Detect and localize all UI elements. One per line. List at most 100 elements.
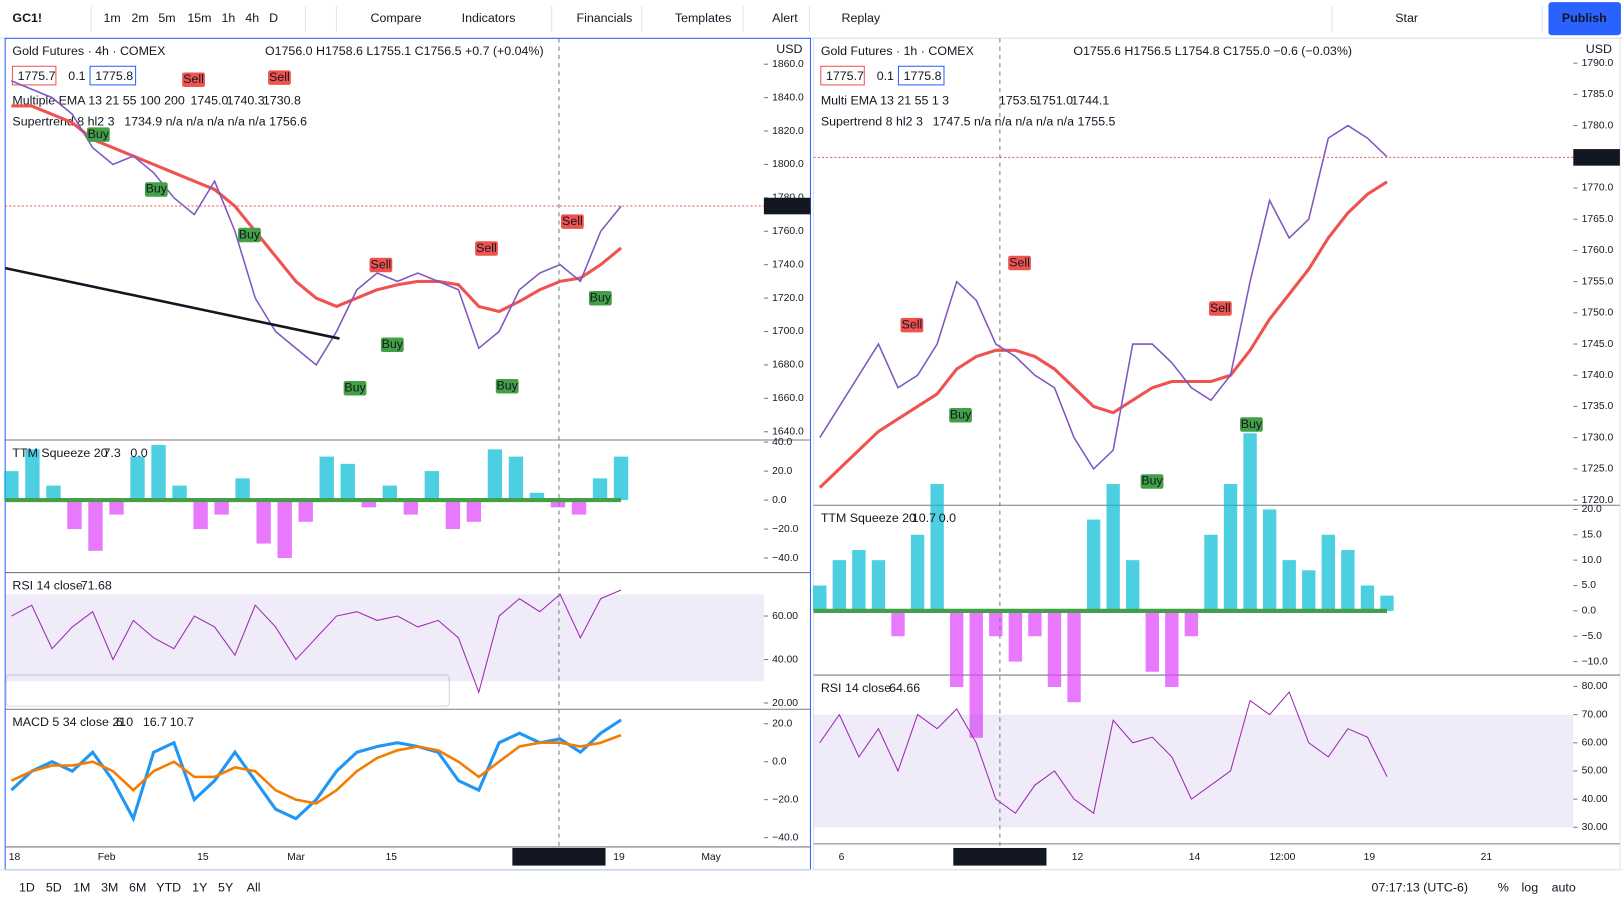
x-tick-label: 19: [613, 852, 625, 863]
supertrend-last: 1755.5: [1078, 114, 1116, 128]
pane-label: RSI 14 close: [821, 681, 891, 695]
x-tick-label: 6: [839, 852, 845, 863]
drawing-toolbar[interactable]: [5, 674, 450, 707]
hist-bar: [910, 534, 925, 611]
interval[interactable]: D: [269, 11, 278, 25]
hist-bar: [361, 500, 376, 508]
publish-button-bg[interactable]: [1548, 2, 1621, 36]
hist-bar: [930, 484, 944, 611]
range-button[interactable]: YTD: [156, 881, 181, 895]
crosshair-tag: [512, 847, 606, 866]
pane-value: 10.7: [170, 715, 194, 729]
star[interactable]: Star: [1395, 11, 1418, 25]
percent-toggle[interactable]: %: [1498, 881, 1509, 895]
y-tick-label: 1745.0: [1582, 339, 1614, 350]
x-tick-label: 21: [1481, 852, 1493, 863]
rsi-band: [813, 714, 1574, 828]
y-tick-label: 1640.0: [772, 426, 804, 437]
range-button[interactable]: All: [247, 881, 261, 895]
interval[interactable]: 2m: [131, 11, 148, 25]
hist-bar: [508, 456, 524, 501]
crosshair-label: 08 Apr '21 17:00: [962, 852, 1037, 863]
interval[interactable]: 4h: [245, 11, 259, 25]
ohlc: O1756.0 H1758.6 L1755.1 C1756.5 +0.7 (+0…: [265, 44, 544, 58]
y-tick-label: 1720.0: [772, 293, 804, 304]
toolbar-button[interactable]: Replay: [842, 11, 881, 25]
symbol[interactable]: GC1!: [12, 11, 42, 25]
publish[interactable]: Publish: [1562, 11, 1607, 25]
ask-box: [897, 65, 945, 86]
y-tick-label: 20.0: [772, 466, 792, 477]
signal-label: Buy: [590, 290, 612, 304]
range-button[interactable]: 5D: [46, 881, 62, 895]
interval[interactable]: 1h: [222, 11, 236, 25]
signal-badge: [561, 214, 584, 229]
hist-bar: [1086, 519, 1101, 611]
range-button[interactable]: 1M: [73, 881, 90, 895]
range-button[interactable]: 1D: [19, 881, 35, 895]
hist-bar: [277, 500, 292, 559]
signal-label: Buy: [239, 227, 261, 241]
y-tick-label: 15.0: [1582, 530, 1602, 541]
hist-bar: [1223, 484, 1238, 611]
supertrend-values: 1747.5 n/a n/a n/a n/a n/a: [933, 114, 1074, 128]
range-button[interactable]: 5Y: [218, 881, 233, 895]
x-tick-label: 19: [1364, 852, 1376, 863]
pane-value: 71.68: [81, 578, 112, 592]
signal-line: [10, 733, 622, 805]
auto-toggle[interactable]: auto: [1552, 881, 1576, 895]
toolbar-button[interactable]: Indicators: [462, 11, 516, 25]
y-tick-label: −40.0: [772, 553, 798, 564]
hist-bar: [613, 456, 629, 501]
hist-bar: [1184, 610, 1199, 637]
toolbar-button[interactable]: Financials: [577, 11, 633, 25]
hist-bar: [445, 500, 461, 530]
signal-badge: [238, 227, 261, 243]
ema-line: [11, 104, 623, 314]
interval[interactable]: 15m: [187, 11, 211, 25]
pane-label: TTM Squeeze 20: [12, 446, 107, 460]
hist-bar: [466, 500, 482, 522]
range-button[interactable]: 3M: [101, 881, 118, 895]
y-tick-label: −20.0: [772, 524, 798, 535]
signal-badge: [144, 182, 168, 197]
range-button[interactable]: 1Y: [192, 881, 207, 895]
y-tick-label: 40.0: [772, 437, 792, 448]
crosshair-label: 08 Apr '21 12:00: [521, 852, 596, 863]
hist-bar: [487, 449, 503, 501]
hist-bar: [1106, 484, 1120, 611]
signal-label: Sell: [1009, 255, 1030, 269]
toolbar-button[interactable]: Compare: [371, 11, 422, 25]
crosshair-tag: [953, 847, 1047, 866]
signal-label: Buy: [1141, 474, 1163, 488]
hist-bar: [592, 478, 608, 501]
y-tick-label: 20.0: [772, 718, 792, 729]
toolbar-button[interactable]: Alert: [772, 11, 798, 25]
hist-bar: [403, 500, 419, 515]
y-tick-label: 1730.0: [1582, 432, 1614, 443]
ask: 1775.8: [95, 69, 133, 83]
hist-bar: [891, 610, 905, 637]
hist-bar: [1028, 610, 1042, 637]
x-tick-label: May: [701, 852, 721, 863]
y-tick-label: 60.00: [772, 611, 798, 622]
hist-bar: [1145, 610, 1159, 672]
hist-bar: [1380, 595, 1394, 611]
y-tick-label: −40.0: [772, 832, 798, 843]
ask: 1775.8: [904, 69, 942, 83]
hist-bar: [832, 560, 847, 611]
hist-bar: [193, 500, 208, 530]
last-price-tag: [1573, 149, 1620, 166]
interval[interactable]: 5m: [158, 11, 175, 25]
toolbar-button[interactable]: Templates: [675, 11, 732, 25]
y-tick-label: 1820.0: [772, 126, 804, 137]
ohlc: O1755.6 H1756.5 L1754.8 C1755.0 −0.6 (−0…: [1073, 44, 1352, 58]
range-button[interactable]: 6M: [129, 881, 146, 895]
rsi-line: [819, 691, 1388, 815]
interval[interactable]: 1m: [104, 11, 121, 25]
y-tick-label: 0.0: [772, 756, 787, 767]
log-toggle[interactable]: log: [1522, 881, 1539, 895]
signal-badge: [182, 72, 205, 87]
hist-bar: [1067, 610, 1081, 703]
